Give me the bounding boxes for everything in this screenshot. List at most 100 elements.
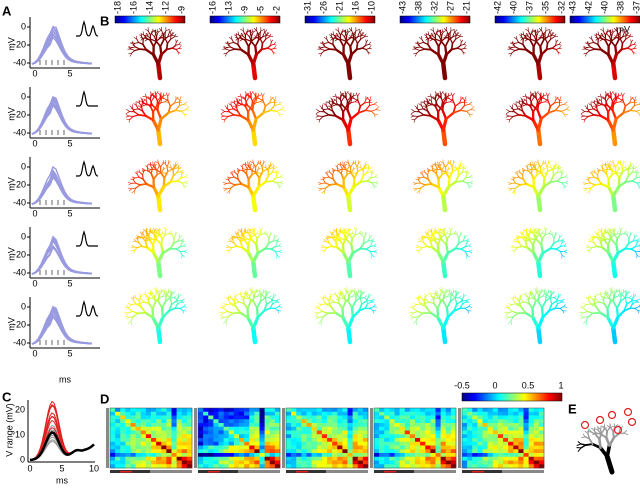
- branch: [266, 291, 271, 295]
- branch: [429, 291, 432, 296]
- branch: [278, 251, 283, 254]
- branch: [158, 290, 161, 294]
- branch: [356, 294, 361, 299]
- branch: [563, 249, 568, 252]
- branch: [540, 101, 546, 104]
- branch: [544, 163, 548, 168]
- colorbar-tick-label: -38: [413, 1, 423, 14]
- tree: [504, 286, 568, 345]
- branch: [373, 101, 378, 105]
- x-tick-label: 5: [67, 138, 72, 148]
- heat-cell: [239, 441, 245, 446]
- branch: [553, 295, 557, 299]
- branch: [155, 97, 160, 104]
- branch: [590, 184, 596, 189]
- branch: [178, 294, 182, 298]
- heat-cell: [327, 438, 333, 443]
- branch: [468, 306, 473, 308]
- branch: [176, 296, 179, 301]
- heat-cell: [321, 408, 328, 413]
- heat-cell: [337, 415, 343, 420]
- heat-cell: [450, 411, 457, 416]
- branch: [178, 44, 182, 46]
- heat-cell: [332, 456, 338, 461]
- branch: [436, 33, 441, 38]
- branch: [144, 39, 148, 42]
- branch: [606, 293, 611, 298]
- heat-cell: [259, 415, 265, 420]
- branch: [140, 38, 144, 41]
- branch: [581, 304, 585, 309]
- heat-cell: [347, 430, 353, 435]
- branch: [321, 187, 327, 190]
- branch: [269, 164, 272, 168]
- branch: [637, 310, 640, 314]
- heat-cell: [450, 415, 457, 420]
- heat-cell: [223, 449, 230, 454]
- branch: [603, 302, 609, 310]
- branch: [322, 114, 330, 118]
- branch: [235, 232, 239, 235]
- branch: [141, 104, 147, 107]
- branch: [443, 291, 447, 297]
- heat-cell: [311, 423, 318, 428]
- branch: [372, 310, 375, 314]
- branch: [614, 39, 620, 48]
- branch: [350, 169, 354, 174]
- branch: [347, 159, 349, 164]
- branch: [175, 245, 182, 250]
- branch: [241, 166, 244, 171]
- branch: [345, 229, 347, 233]
- branch: [351, 95, 355, 99]
- branch: [511, 50, 516, 54]
- branch: [442, 300, 448, 309]
- heat-cell: [181, 426, 188, 431]
- spike: [75, 90, 98, 107]
- branch: [537, 159, 539, 164]
- branch: [173, 99, 177, 104]
- heat-cell: [228, 408, 235, 413]
- heat-cell: [161, 456, 167, 461]
- heat-cell: [110, 415, 116, 420]
- y-tick-label: -20: [13, 39, 26, 49]
- branch: [586, 187, 592, 190]
- branch: [635, 299, 638, 303]
- heat-cell: [306, 423, 312, 428]
- branch: [605, 172, 610, 181]
- branch: [526, 32, 529, 37]
- branch: [464, 235, 468, 238]
- branch: [237, 43, 243, 51]
- heat-cell: [223, 419, 230, 424]
- branch: [512, 43, 516, 48]
- branch: [344, 288, 348, 292]
- branch: [611, 325, 618, 345]
- heat-cell: [181, 423, 188, 428]
- branch: [323, 37, 328, 40]
- branch: [582, 182, 587, 184]
- branch: [601, 231, 605, 236]
- branch: [585, 246, 590, 248]
- heat-cell: [213, 449, 219, 454]
- branch: [318, 46, 323, 48]
- branch: [595, 33, 600, 36]
- branch: [466, 255, 470, 258]
- heat-cell: [430, 415, 436, 420]
- branch: [259, 101, 264, 103]
- branch: [610, 30, 613, 34]
- branch: [338, 302, 344, 310]
- heat-cell: [145, 408, 152, 413]
- branch: [410, 317, 415, 320]
- branch: [168, 230, 172, 234]
- heat-cell: [362, 438, 369, 443]
- branch: [446, 95, 450, 99]
- branch: [174, 297, 178, 301]
- col-bar: [110, 470, 192, 473]
- branch: [239, 311, 250, 319]
- branch: [264, 31, 267, 36]
- branch: [511, 42, 516, 44]
- branch: [242, 169, 247, 173]
- branch: [609, 90, 612, 95]
- branch: [446, 234, 451, 240]
- branch: [265, 32, 268, 36]
- branch: [337, 35, 342, 40]
